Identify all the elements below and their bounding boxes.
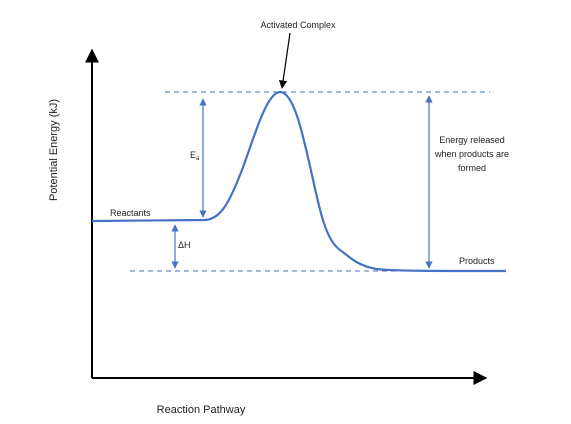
energy-released-line-1: Energy released [439, 135, 505, 145]
activated-complex-pointer [278, 32, 291, 89]
x-axis-title: Reaction Pathway [157, 404, 246, 416]
activated-complex-label: Activated Complex [260, 20, 336, 30]
energy-released-line-2: when products are [434, 149, 509, 159]
y-axis-title: Potential Energy (kJ) [48, 99, 60, 201]
energy-released-line-3: formed [458, 163, 486, 173]
reactants-label: Reactants [110, 208, 151, 218]
activation-energy-sub: a [196, 156, 200, 162]
delta-h-label: ΔH [178, 240, 191, 250]
activation-energy-main: E [190, 150, 196, 160]
energy-curve [91, 90, 507, 273]
products-label: Products [459, 256, 495, 266]
activation-energy-label: Ea [190, 150, 200, 162]
